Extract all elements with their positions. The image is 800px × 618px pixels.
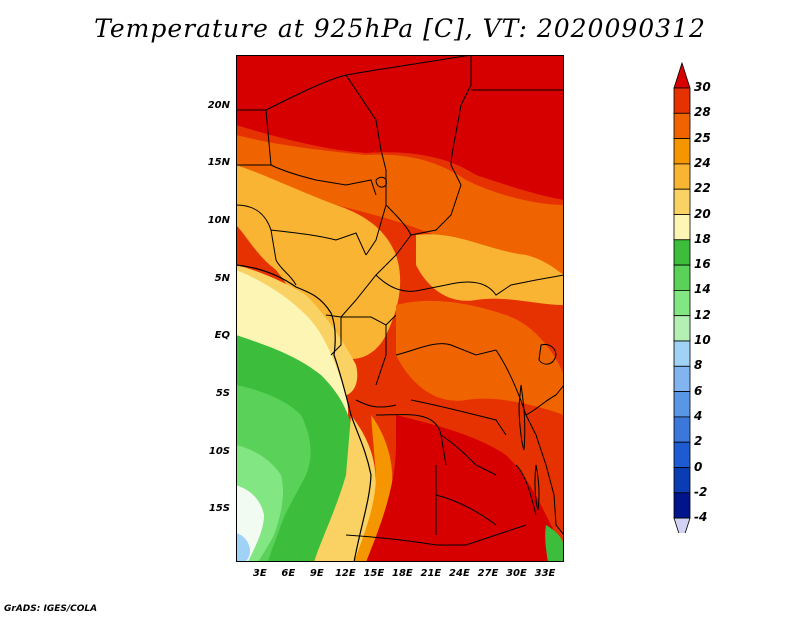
colorbar-label: -4: [694, 510, 708, 525]
colorbar-segment: [673, 163, 691, 190]
lon-label: 6E: [281, 568, 296, 579]
colorbar-label: 6: [694, 383, 703, 398]
colorbar-label: -2: [694, 484, 708, 499]
colorbar-label: 2: [694, 434, 703, 449]
temperature-map: [236, 55, 564, 562]
colorbar-segment: [673, 365, 691, 392]
colorbar-segment: [673, 416, 691, 443]
temp-field-8-atlantic: [236, 533, 250, 562]
lon-label: 18E: [392, 568, 413, 579]
lon-label: 21E: [420, 568, 442, 579]
map-canvas: [236, 55, 564, 562]
colorbar-label: 18: [694, 231, 711, 246]
lon-label: 24E: [449, 568, 470, 579]
lake-chad: [375, 176, 387, 188]
colorbar-segment: [673, 138, 691, 165]
colorbar-segment: [673, 214, 691, 241]
colorbar-label: 22: [694, 181, 711, 196]
lon-label: 12E: [334, 568, 356, 579]
colorbar-label: 12: [694, 307, 711, 322]
temp-field-30-north: [236, 55, 564, 200]
colorbar-arrow-bottom: [673, 517, 691, 545]
colorbar-svg: [673, 61, 691, 545]
lon-label: 3E: [252, 568, 267, 579]
colorbar-label: 16: [694, 257, 711, 272]
temp-field-22-west: [236, 165, 401, 359]
colorbar-label: 0: [694, 459, 703, 474]
colorbar-arrow-top: [673, 61, 691, 89]
lake-victoria: [538, 344, 557, 365]
temp-field-25-sahel: [236, 135, 564, 275]
lake-tanganyika: [518, 384, 526, 451]
colorbar-segment: [673, 467, 691, 494]
lon-label: 9E: [309, 568, 324, 579]
colorbar-segment: [673, 87, 691, 114]
colorbar-label: 25: [694, 130, 711, 145]
temp-field-20-angola: [314, 415, 376, 562]
colorbar-segment: [673, 264, 691, 291]
colorbar-segment: [673, 188, 691, 215]
lake-malawi: [534, 464, 540, 511]
temp-field-25-congo: [396, 300, 564, 415]
colorbar: [672, 61, 692, 545]
grads-credit: GrADS: IGES/COLA: [4, 604, 98, 614]
lat-label: EQ: [214, 330, 230, 342]
colorbar-label: 10: [694, 333, 711, 347]
colorbar-label: 30: [694, 80, 711, 94]
lon-label: 15E: [363, 568, 385, 579]
temp-field-22-east: [416, 234, 564, 305]
map-title: Temperature at 925hPa [C], VT: 202009031…: [94, 14, 706, 43]
colorbar-label: 20: [694, 206, 711, 221]
lat-label: 10N: [207, 215, 230, 227]
lat-label: 5S: [215, 387, 230, 399]
colorbar-label: 28: [694, 105, 711, 120]
colorbar-segment: [673, 340, 691, 367]
lat-label: 15N: [207, 157, 230, 169]
lon-label: 30E: [506, 568, 527, 579]
colorbar-segment: [673, 289, 691, 317]
lon-label: 27E: [477, 568, 499, 579]
colorbar-segment: [673, 492, 691, 519]
colorbar-segment: [673, 441, 691, 468]
map-frame: [236, 55, 564, 562]
colorbar-segment: [673, 239, 691, 266]
lat-label: 5N: [214, 272, 230, 284]
colorbar-segment: [673, 315, 691, 342]
colorbar-label: 4: [694, 408, 703, 423]
colorbar-segment: [673, 112, 691, 139]
temp-field-16-eastafrica: [545, 525, 564, 562]
colorbar-label: 8: [694, 358, 703, 373]
temp-field-30-south: [366, 415, 564, 562]
lat-label: 10S: [208, 445, 230, 457]
coastline: [236, 264, 372, 562]
lat-label: 15S: [208, 503, 230, 515]
colorbar-segment: [673, 391, 691, 418]
lat-label: 20N: [207, 99, 230, 111]
lon-label: 33E: [534, 568, 556, 579]
colorbar-label: 14: [694, 282, 711, 297]
colorbar-label: 24: [694, 155, 711, 170]
